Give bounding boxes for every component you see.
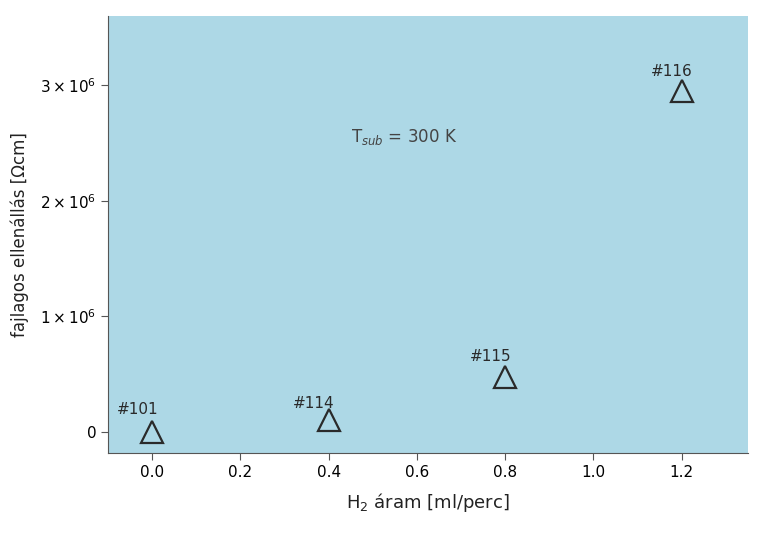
Text: #101: #101 [116, 402, 158, 417]
Text: #116: #116 [651, 64, 692, 79]
X-axis label: H$_2$ áram [ml/perc]: H$_2$ áram [ml/perc] [346, 490, 510, 514]
Text: T$_{sub}$ = 300 K: T$_{sub}$ = 300 K [351, 127, 457, 148]
Y-axis label: fajlagos ellenállás [Ωcm]: fajlagos ellenállás [Ωcm] [11, 132, 29, 337]
Text: #114: #114 [293, 396, 335, 411]
Text: #115: #115 [470, 349, 511, 364]
